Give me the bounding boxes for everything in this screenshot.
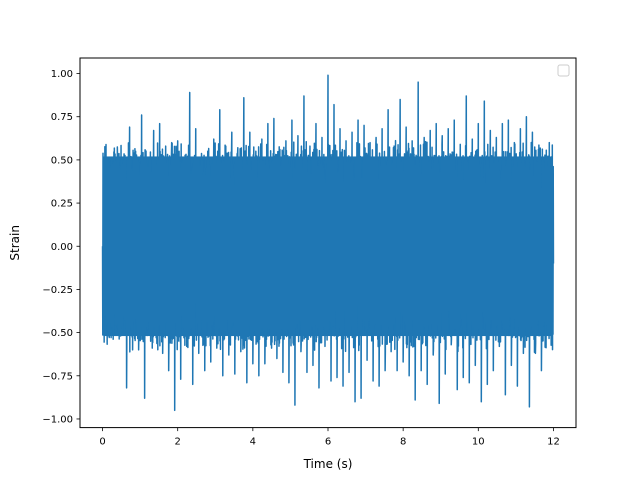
legend-box: [557, 64, 570, 77]
series-layer: [101, 74, 555, 412]
y-tick-label: 0.25: [51, 199, 73, 210]
y-axis-ticks: −1.00 −0.75 −0.50 −0.25 0.00 0.25 0.50 0.75 1.00: [42, 69, 80, 425]
y-tick-label: 0.00: [51, 242, 73, 253]
y-tick-label: −0.75: [42, 371, 73, 382]
x-tick-label: 6: [325, 437, 331, 448]
x-tick-label: 12: [547, 437, 560, 448]
x-tick-label: 10: [472, 437, 485, 448]
y-tick-label: 0.75: [51, 112, 73, 123]
y-axis-label: Strain: [8, 225, 22, 261]
y-tick-label: 1.00: [51, 69, 73, 80]
x-axis-label: Time (s): [303, 457, 353, 471]
series-line: [101, 74, 555, 412]
y-tick-label: −0.25: [42, 285, 73, 296]
x-tick-label: 4: [250, 437, 256, 448]
x-tick-label: 2: [175, 437, 181, 448]
x-tick-label: 8: [400, 437, 406, 448]
x-axis-ticks: 0 2 4 6 8 10 12: [99, 427, 560, 448]
y-tick-label: −0.50: [42, 328, 73, 339]
y-tick-label: 0.50: [51, 155, 73, 166]
y-tick-label: −1.00: [42, 414, 73, 425]
x-tick-label: 0: [99, 437, 105, 448]
